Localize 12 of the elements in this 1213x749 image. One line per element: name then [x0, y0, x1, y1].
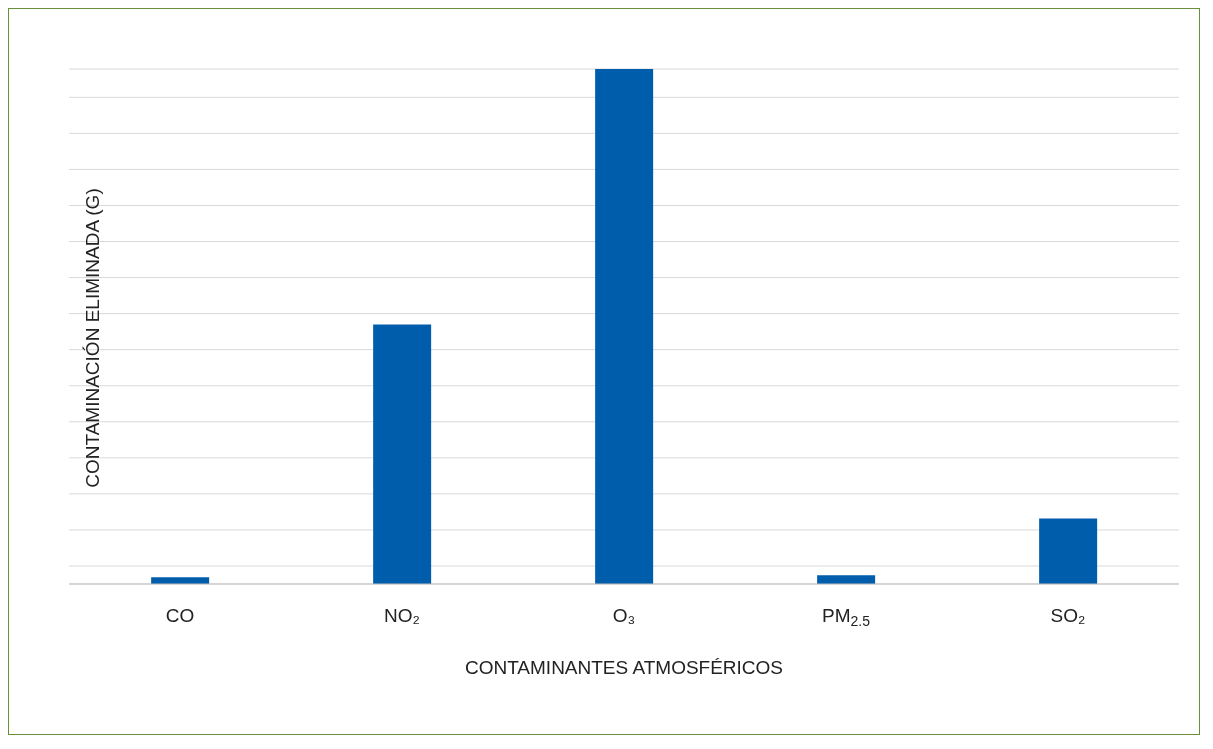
x-tick-label: CO [165, 605, 195, 626]
y-axis-title: CONTAMINACIÓN ELIMINADA (G) [82, 188, 103, 488]
bar [817, 575, 876, 584]
bar [373, 324, 432, 584]
x-axis-title: CONTAMINANTES ATMOSFÉRICOS [464, 657, 784, 678]
x-tick-label: SO₂ [1050, 605, 1086, 626]
bar [151, 577, 210, 584]
x-tick-label: PM$_{2.5}$ [822, 605, 871, 629]
x-tick-label: O₃ [612, 605, 636, 626]
bar [1039, 518, 1098, 584]
x-tick-label: NO₂ [384, 605, 420, 626]
bar [595, 69, 654, 584]
